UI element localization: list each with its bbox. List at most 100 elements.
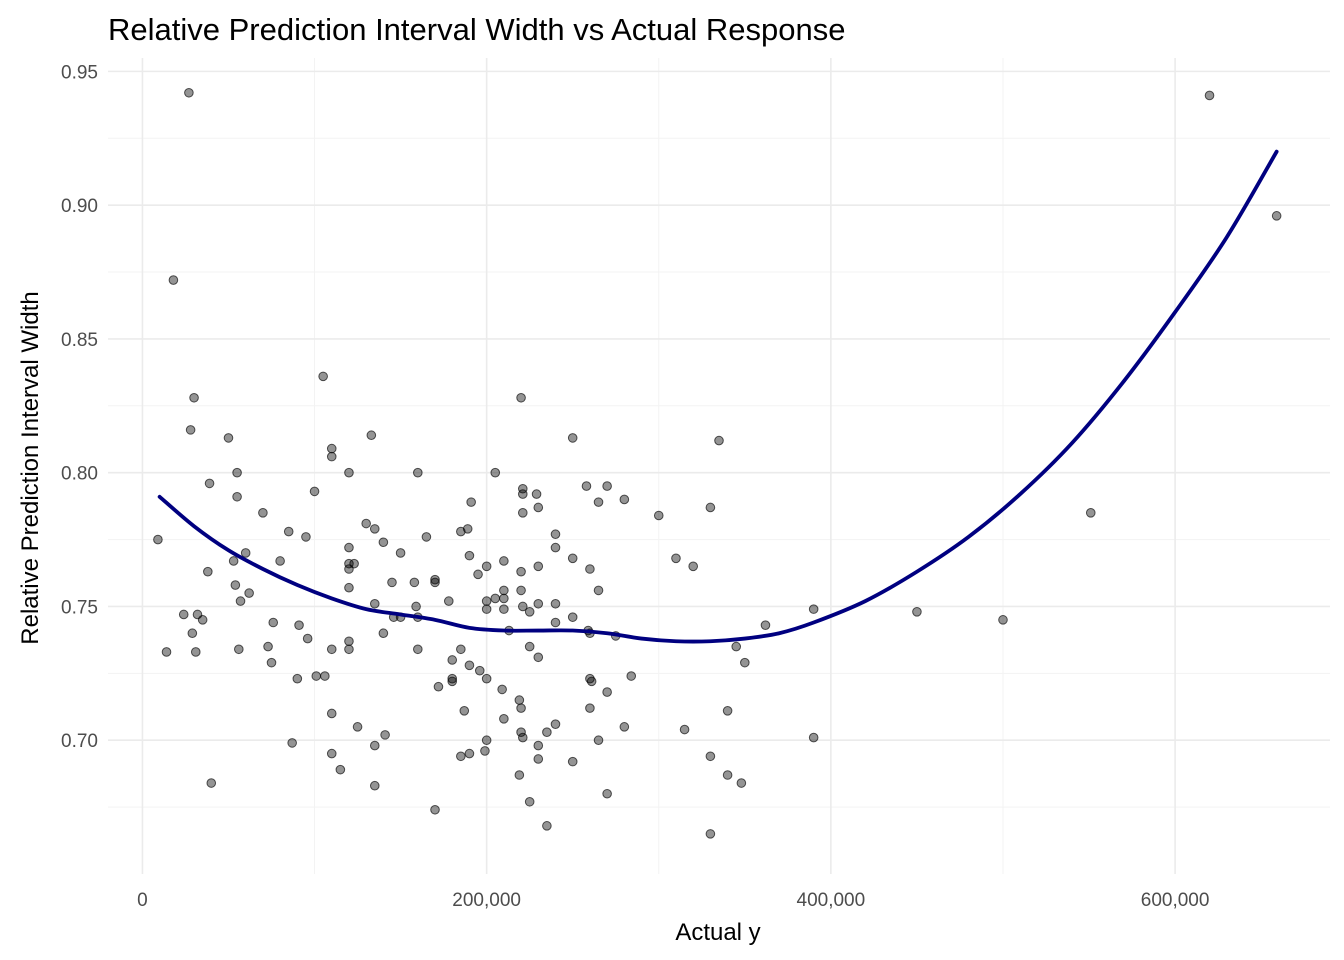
data-point — [292, 673, 303, 684]
data-point — [602, 687, 612, 697]
data-point — [352, 722, 363, 732]
data-point — [760, 620, 771, 630]
data-point — [499, 714, 509, 724]
data-point — [550, 542, 561, 553]
x-tick-label: 200,000 — [452, 890, 521, 911]
data-point — [517, 483, 528, 494]
data-point — [344, 582, 354, 593]
data-point — [517, 489, 528, 499]
data-point — [366, 430, 377, 441]
smooth-trend-line — [157, 149, 1279, 644]
data-point — [550, 719, 561, 729]
data-point — [714, 435, 724, 446]
data-point — [514, 695, 525, 705]
data-point — [593, 585, 604, 596]
data-point — [524, 641, 535, 652]
data-point — [344, 558, 354, 569]
data-point — [517, 732, 528, 743]
data-point — [705, 502, 716, 513]
data-point — [228, 556, 239, 566]
data-point — [499, 604, 509, 614]
data-point — [466, 497, 476, 507]
data-point — [258, 508, 268, 518]
data-point — [497, 684, 507, 695]
data-point — [808, 732, 819, 743]
data-point — [232, 491, 242, 502]
data-point — [430, 577, 440, 588]
data-point — [326, 443, 337, 454]
data-point — [516, 727, 526, 738]
data-point — [309, 486, 320, 497]
y-tick-label: 0.85 — [61, 330, 98, 351]
data-point — [912, 607, 922, 617]
data-point — [679, 724, 690, 735]
y-axis-ticks: 0.70 0.75 0.80 0.85 0.90 0.95 — [61, 62, 98, 752]
y-tick-label: 0.80 — [61, 464, 98, 485]
data-point — [326, 644, 337, 655]
data-point — [581, 481, 592, 491]
data-point — [240, 548, 251, 558]
x-tick-label: 0 — [137, 890, 148, 911]
data-point — [542, 821, 552, 831]
data-point — [593, 735, 604, 746]
data-point — [203, 566, 213, 577]
data-point — [275, 556, 285, 566]
y-axis-title: Relative Prediction Interval Width — [17, 291, 44, 644]
data-point — [619, 722, 630, 732]
data-point — [430, 804, 440, 815]
data-point — [344, 636, 354, 647]
data-point — [326, 748, 337, 759]
data-point — [480, 746, 490, 756]
y-tick-label: 0.95 — [61, 62, 98, 83]
y-tick-label: 0.75 — [61, 597, 98, 618]
data-point — [533, 598, 544, 609]
smooth-line-layer — [157, 149, 1279, 644]
data-point — [413, 644, 423, 655]
data-points — [153, 87, 1282, 839]
data-point — [653, 510, 664, 521]
y-tick-label: 0.70 — [61, 731, 98, 752]
data-point — [499, 593, 509, 604]
data-point — [266, 657, 277, 668]
data-point — [206, 778, 217, 788]
data-point — [671, 553, 681, 564]
data-point — [168, 275, 179, 285]
data-point — [413, 467, 423, 478]
data-point — [567, 553, 578, 564]
data-point — [263, 641, 273, 652]
data-point — [232, 467, 242, 478]
data-point — [204, 478, 215, 489]
data-point — [223, 433, 234, 443]
data-point — [197, 615, 208, 625]
data-point — [433, 681, 444, 692]
data-point — [517, 601, 528, 612]
data-point — [516, 703, 526, 713]
data-point — [184, 87, 194, 98]
data-point — [722, 706, 733, 716]
data-point — [268, 617, 279, 628]
data-point — [447, 673, 458, 684]
y-tick-label: 0.90 — [61, 196, 98, 217]
data-point — [185, 425, 196, 435]
major-gridlines — [108, 58, 1330, 874]
data-point — [585, 564, 595, 574]
data-point — [481, 596, 492, 606]
data-point — [567, 433, 578, 443]
data-point — [378, 628, 389, 639]
data-point — [619, 494, 630, 505]
data-point — [311, 671, 322, 681]
data-point — [153, 534, 163, 545]
data-point — [533, 561, 544, 572]
data-point — [1085, 508, 1096, 518]
data-point — [490, 467, 501, 478]
data-point — [464, 550, 475, 561]
data-point — [369, 524, 380, 534]
data-point — [808, 604, 819, 614]
data-point — [369, 780, 380, 791]
data-point — [736, 778, 747, 788]
data-point — [481, 561, 492, 572]
data-point — [361, 518, 371, 529]
data-point — [378, 537, 389, 548]
data-point — [481, 735, 492, 746]
